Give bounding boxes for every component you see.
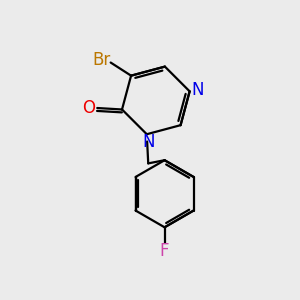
Text: N: N bbox=[191, 81, 203, 99]
Text: Br: Br bbox=[92, 51, 110, 69]
Text: N: N bbox=[142, 134, 155, 152]
Text: O: O bbox=[82, 99, 96, 117]
Text: F: F bbox=[160, 242, 169, 260]
